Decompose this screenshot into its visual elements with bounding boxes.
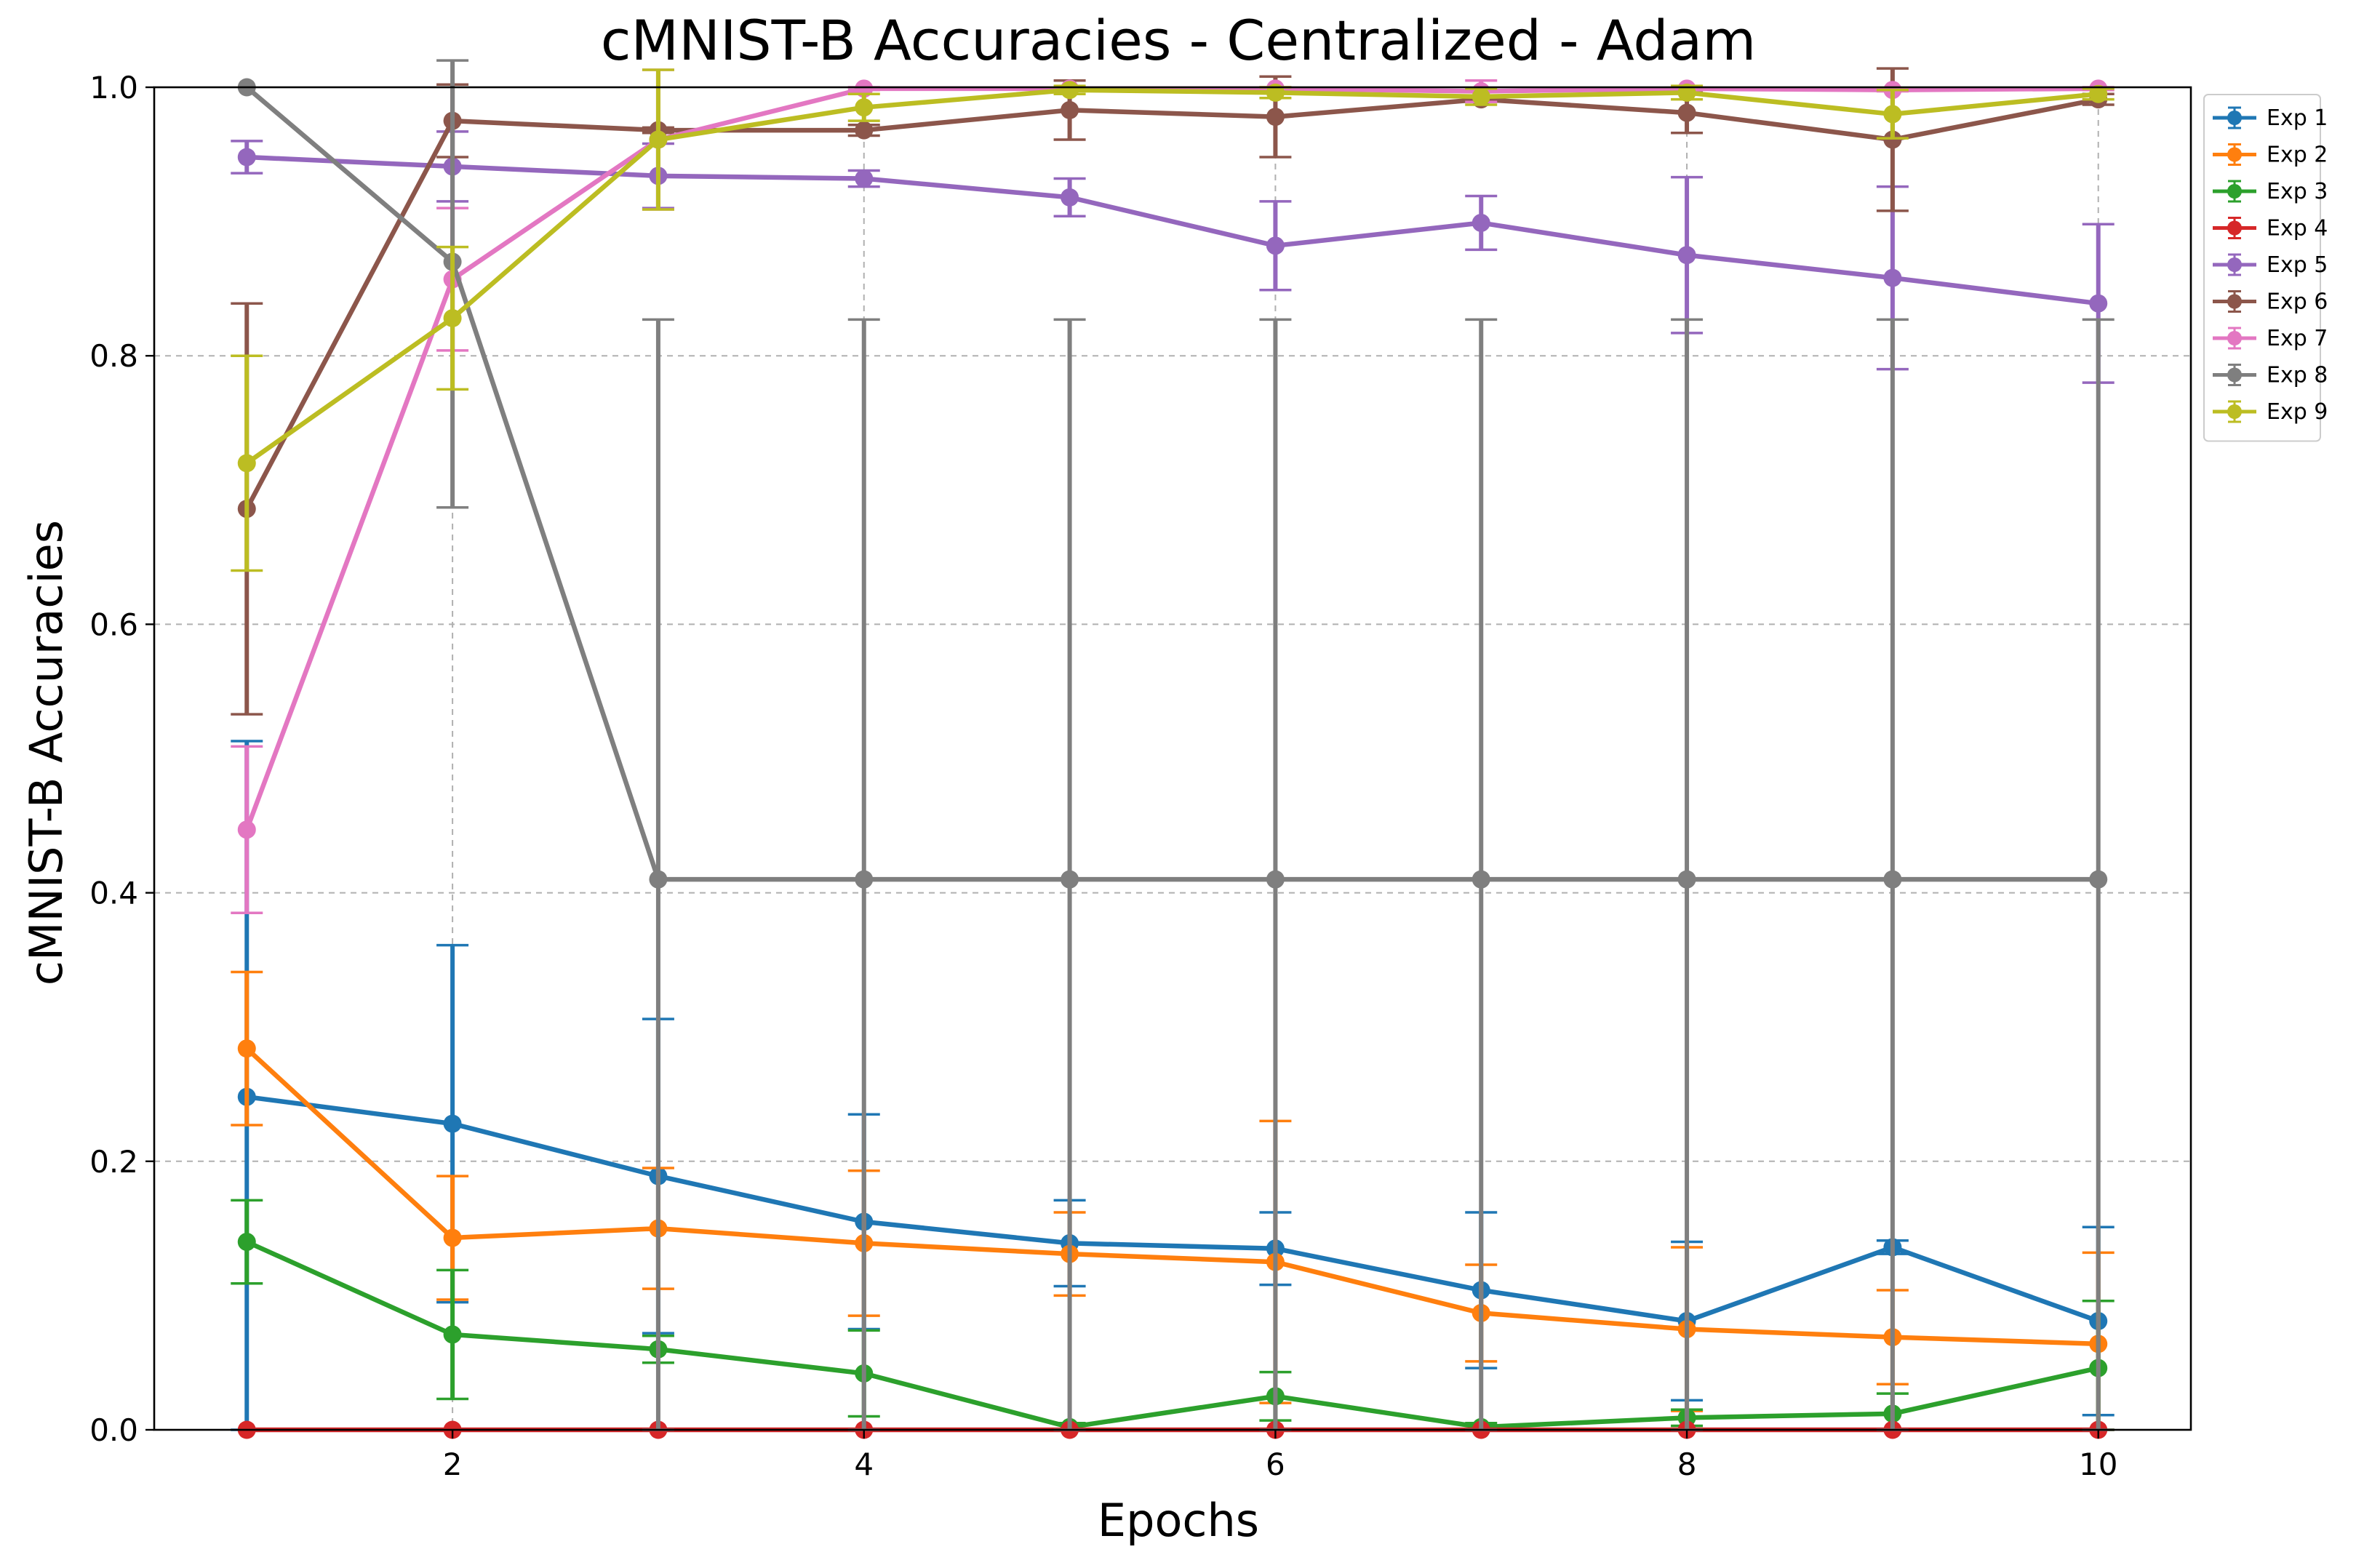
data-point (443, 1114, 462, 1133)
legend-label: Exp 3 (2267, 179, 2328, 204)
legend-item: Exp 8 (2213, 363, 2328, 388)
data-point (1471, 870, 1490, 889)
data-point (1061, 188, 1079, 207)
legend-item: Exp 5 (2213, 252, 2328, 278)
data-point (1061, 870, 1079, 889)
data-point (237, 148, 256, 167)
y-tick-label: 0.4 (89, 876, 138, 911)
x-axis: 2 4 6 8 10 (443, 1430, 2117, 1482)
data-point (1883, 268, 1902, 287)
series-line (247, 154, 2099, 306)
chart-title: cMNIST-B Accuracies - Centralized - Adam (601, 8, 1757, 73)
series-line (244, 97, 2099, 511)
y-tick-label: 0.6 (89, 607, 138, 642)
data-point (237, 1233, 256, 1252)
data-point (649, 870, 668, 889)
legend-item: Exp 9 (2213, 399, 2328, 425)
data-point (443, 309, 462, 328)
data-point (1266, 83, 1285, 102)
legend-label: Exp 5 (2267, 252, 2328, 278)
legend-label: Exp 6 (2267, 289, 2328, 315)
legend: Exp 1 Exp 2 Exp 3 Exp 4 Exp 5 Exp 6 Exp 7 Exp 8… (2203, 94, 2328, 442)
data-point (237, 820, 256, 839)
data-point (443, 1325, 462, 1344)
data-point (1677, 103, 1696, 122)
legend-label: Exp 8 (2267, 363, 2328, 388)
x-tick-label: 2 (443, 1447, 463, 1482)
data-point (1883, 870, 1902, 889)
data-point (1471, 87, 1490, 106)
series-line (246, 1094, 2099, 1324)
data-point (237, 454, 256, 473)
data-point (855, 870, 874, 889)
legend-item: Exp 7 (2213, 326, 2328, 351)
data-point (1266, 108, 1285, 127)
y-tick-label: 0.2 (89, 1144, 138, 1180)
data-point (2089, 294, 2108, 313)
legend-item: Exp 1 (2213, 105, 2328, 131)
data-point (1266, 870, 1285, 889)
axes-frame (153, 86, 2192, 1431)
series-line (245, 85, 2099, 882)
data-point (1677, 83, 1696, 102)
series-line (244, 86, 2099, 831)
legend-label: Exp 9 (2267, 399, 2328, 425)
series-line (245, 87, 2099, 465)
y-axis: 0.0 0.2 0.4 0.6 0.8 1.0 (89, 70, 154, 1448)
data-point (1061, 81, 1079, 100)
legend-item: Exp 4 (2213, 216, 2328, 241)
data-point (1677, 246, 1696, 265)
data-point (1883, 105, 1902, 124)
data-point (1471, 213, 1490, 232)
legend-label: Exp 1 (2267, 105, 2328, 131)
data-point (1883, 130, 1902, 149)
data-point (855, 98, 874, 117)
data-point (237, 1039, 256, 1058)
data-point (1677, 870, 1696, 889)
y-tick-label: 0.8 (89, 338, 138, 374)
x-tick-label: 6 (1266, 1447, 1285, 1482)
x-tick-label: 4 (854, 1447, 874, 1482)
x-tick-label: 10 (2079, 1447, 2117, 1482)
legend-label: Exp 7 (2267, 326, 2328, 351)
legend-label: Exp 2 (2267, 143, 2328, 168)
y-tick-label: 0.0 (89, 1412, 138, 1448)
series-line (245, 1239, 2099, 1430)
legend-item: Exp 6 (2213, 289, 2328, 315)
data-point (2089, 870, 2108, 889)
data-point (1266, 236, 1285, 255)
x-axis-label: Epochs (1098, 1494, 1259, 1547)
data-point (855, 121, 874, 140)
data-point (649, 130, 668, 149)
legend-item: Exp 3 (2213, 179, 2328, 204)
legend-label: Exp 4 (2267, 216, 2328, 241)
y-axis-label: cMNIST-B Accuracies (20, 520, 73, 985)
data-point (855, 169, 874, 188)
legend-item: Exp 2 (2213, 143, 2328, 168)
y-tick-label: 1.0 (89, 70, 138, 105)
data-point (2089, 84, 2108, 103)
series-line (245, 1047, 2099, 1347)
data-point (443, 1228, 462, 1247)
data-point (1061, 100, 1079, 119)
x-tick-label: 8 (1677, 1447, 1697, 1482)
